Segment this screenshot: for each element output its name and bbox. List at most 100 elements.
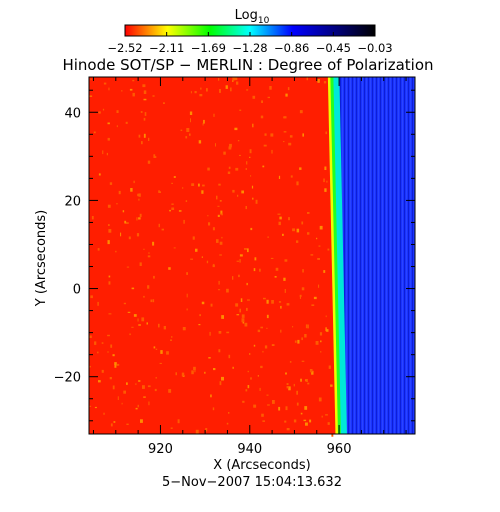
granulation-speckle [266,394,269,396]
x-tick-label: 960 [327,442,352,457]
granulation-speckle [91,216,94,220]
granulation-speckle [289,361,292,363]
granulation-speckle [108,313,112,315]
granulation-speckle [317,79,320,83]
granulation-speckle [103,412,105,415]
granulation-speckle [219,254,222,256]
granulation-speckle [112,354,115,357]
granulation-speckle [271,149,273,154]
granulation-speckle [177,419,180,424]
granulation-speckle [241,314,245,318]
granulation-speckle [305,379,307,382]
granulation-speckle [228,166,231,169]
granulation-speckle [141,141,143,145]
granulation-speckle [206,260,209,264]
granulation-speckle [123,390,126,394]
granulation-speckle [175,372,177,376]
timestamp: 5−Nov−2007 15:04:13.632 [162,475,342,490]
granulation-speckle [190,258,193,260]
granulation-speckle [212,227,215,231]
granulation-speckle [283,131,287,133]
granulation-speckle [181,372,185,377]
granulation-speckle [137,193,139,197]
granulation-speckle [194,369,196,373]
granulation-speckle [138,324,141,326]
granulation-speckle [292,228,295,232]
granulation-speckle [158,223,160,228]
granulation-speckle [315,341,319,345]
granulation-speckle [299,110,303,114]
x-axis-ticks: 920 940 960 [92,77,407,457]
granulation-speckle [283,141,285,143]
granulation-speckle [150,299,153,303]
granulation-speckle [306,379,308,382]
disk-granulation [89,77,334,437]
granulation-speckle [283,277,286,281]
granulation-speckle [293,383,295,387]
granulation-speckle [148,252,150,254]
granulation-speckle [203,119,205,124]
granulation-speckle [143,98,147,101]
granulation-speckle [143,396,146,398]
granulation-speckle [108,87,110,91]
granulation-speckle [282,233,284,236]
granulation-speckle [324,166,327,170]
granulation-speckle [290,175,293,178]
granulation-speckle [126,382,128,385]
granulation-speckle [109,182,113,185]
granulation-speckle [263,144,267,147]
granulation-speckle [270,257,274,259]
granulation-speckle [113,421,116,423]
granulation-speckle [307,232,310,235]
granulation-speckle [102,150,104,155]
limb-green-band [329,77,341,434]
granulation-speckle [163,326,166,330]
granulation-speckle [252,123,254,128]
granulation-speckle [112,385,115,390]
granulation-speckle [107,240,110,245]
granulation-speckle [250,377,252,380]
granulation-speckle [299,167,302,170]
granulation-speckle [284,420,287,423]
granulation-speckle [297,339,300,344]
granulation-speckle [320,351,322,353]
limb-cyan-band [332,77,347,434]
colorbar-ticks [124,32,376,36]
granulation-speckle [98,173,101,176]
colorbar-tick-label: −1.28 [232,41,267,55]
granulation-speckle [262,165,265,168]
granulation-speckle [310,254,314,256]
granulation-speckle [135,383,137,385]
granulation-speckle [239,259,241,263]
granulation-speckle [136,217,138,221]
granulation-speckle [108,224,110,226]
granulation-speckle [106,152,108,156]
granulation-speckle [168,267,171,270]
granulation-speckle [321,415,323,418]
granulation-speckle [259,268,261,272]
granulation-speckle [189,133,191,136]
granulation-speckle [139,213,142,218]
granulation-speckle [217,205,220,207]
granulation-speckle [237,194,239,197]
granulation-speckle [239,254,243,257]
granulation-speckle [228,412,230,414]
granulation-speckle [307,382,310,385]
granulation-speckle [279,216,282,220]
granulation-speckle [102,108,105,111]
granulation-speckle [142,385,145,389]
colorbar-tick-label: −2.52 [107,41,142,55]
granulation-speckle [280,329,282,333]
granulation-speckle [182,327,186,331]
granulation-speckle [305,422,308,426]
granulation-speckle [253,404,257,408]
granulation-speckle [107,122,110,125]
colorbar-tick-label: −0.45 [316,41,351,55]
granulation-speckle [216,195,218,200]
granulation-speckle [103,82,107,85]
granulation-speckle [186,128,190,132]
x-tick-label: 920 [148,442,173,457]
granulation-speckle [247,385,250,389]
granulation-speckle [247,370,249,373]
granulation-speckle [319,225,323,230]
